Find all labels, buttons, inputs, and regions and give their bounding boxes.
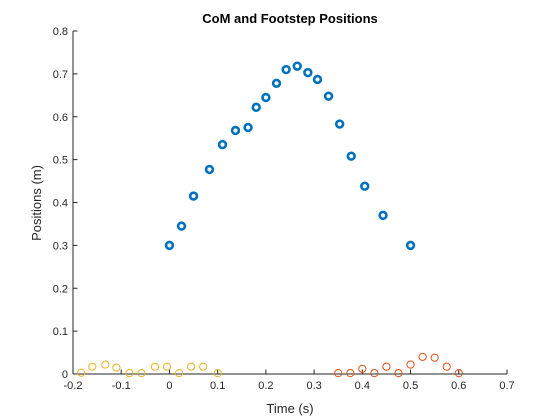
- y-tick-label: 0.3: [53, 240, 68, 252]
- data-point-series-3: [394, 369, 403, 378]
- data-point-series-2: [150, 362, 160, 371]
- data-point-series-2: [137, 369, 146, 378]
- data-point-series-1: [176, 221, 187, 231]
- data-point-series-1: [204, 164, 215, 175]
- data-point-series-2: [174, 369, 184, 378]
- data-point-series-3: [358, 364, 367, 373]
- y-tick-label: 0.4: [53, 198, 68, 210]
- data-point-series-1: [164, 240, 175, 251]
- x-tick-label: -0.1: [112, 380, 131, 392]
- data-point-series-2: [112, 363, 121, 372]
- x-tick-label: 0.4: [355, 380, 370, 392]
- data-point-series-1: [261, 92, 271, 103]
- x-tick-label: 0.3: [306, 380, 321, 392]
- x-tick-label: 0.5: [403, 380, 418, 392]
- data-point-series-3: [334, 369, 343, 378]
- data-point-series-2: [101, 360, 110, 369]
- x-tick-label: 0: [166, 380, 172, 392]
- data-point-series-1: [217, 139, 228, 150]
- data-point-series-1: [323, 91, 334, 101]
- data-point-series-3: [406, 360, 415, 369]
- data-point-series-2: [162, 362, 172, 371]
- data-point-series-2: [213, 369, 222, 378]
- y-tick-label: 0.2: [53, 283, 68, 295]
- y-axis-label: Positions (m): [29, 165, 44, 241]
- data-point-series-3: [430, 353, 439, 362]
- data-point-series-2: [88, 362, 97, 371]
- data-point-series-1: [271, 78, 282, 89]
- data-points: [77, 61, 463, 378]
- data-point-series-3: [454, 369, 463, 378]
- data-point-series-1: [334, 119, 345, 129]
- data-point-series-3: [346, 369, 355, 378]
- data-point-series-3: [382, 362, 391, 371]
- data-point-series-2: [125, 369, 134, 378]
- data-point-series-2: [187, 362, 196, 371]
- data-point-series-1: [230, 125, 241, 136]
- y-tick-label: 0.8: [53, 26, 68, 38]
- y-tick-label: 0.7: [53, 69, 68, 81]
- data-point-series-2: [77, 368, 86, 377]
- data-point-series-1: [251, 102, 261, 113]
- y-tick-label: 0.1: [53, 326, 68, 338]
- y-tick-label: 0.5: [53, 155, 68, 167]
- chart-title: CoM and Footstep Positions: [202, 11, 378, 26]
- data-point-series-1: [405, 240, 416, 251]
- x-tick-label: 0.2: [258, 380, 273, 392]
- data-point-series-2: [199, 362, 208, 371]
- data-point-series-3: [418, 352, 427, 361]
- y-tick-label: 0: [62, 369, 68, 381]
- data-point-series-1: [188, 191, 199, 201]
- data-point-series-1: [312, 74, 323, 85]
- data-point-series-1: [292, 61, 302, 71]
- data-point-series-1: [243, 122, 253, 133]
- plot-axes: -0.2 -0.1 0 0.1 0.2 0.3 0.4 0.5 0.6 0.7 0 0.1 0.2 0.3…: [53, 26, 515, 392]
- data-point-series-1: [303, 67, 313, 78]
- data-point-series-3: [370, 369, 379, 378]
- y-tick-label: 0.6: [53, 112, 68, 124]
- x-tick-label: 0.6: [451, 380, 466, 392]
- x-axis-label: Time (s): [266, 401, 313, 416]
- data-point-series-3: [442, 362, 451, 371]
- data-point-series-1: [346, 151, 356, 161]
- x-tick-label: -0.2: [64, 380, 83, 392]
- x-tick-label: 0.1: [210, 380, 225, 392]
- data-point-series-1: [378, 210, 388, 221]
- data-point-series-1: [360, 181, 370, 191]
- data-point-series-1: [281, 64, 291, 75]
- x-tick-label: 0.7: [499, 380, 514, 392]
